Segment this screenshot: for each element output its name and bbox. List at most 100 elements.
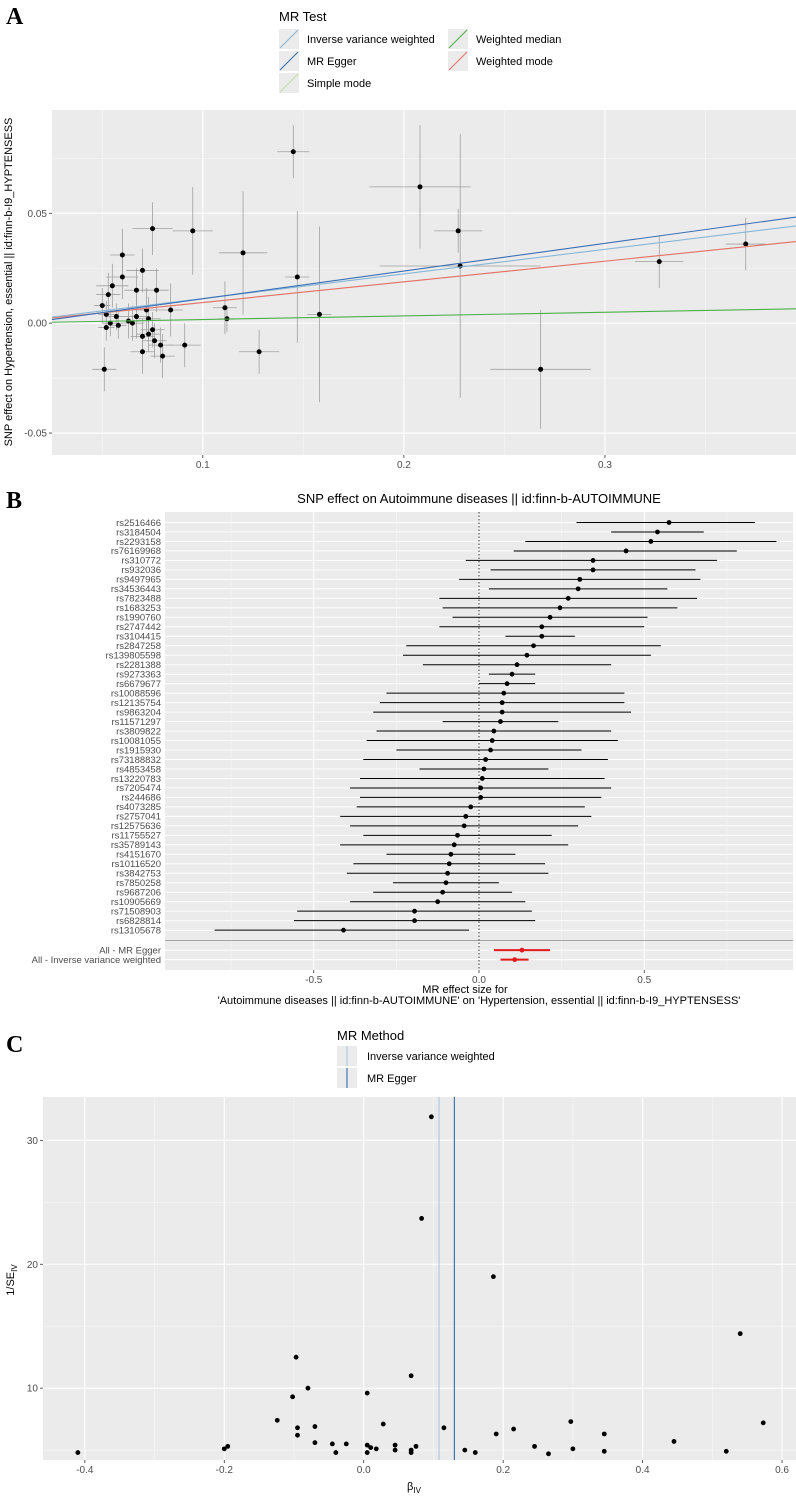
panel-c-data-point: [511, 1426, 517, 1432]
panel-b-snp-label: rs3184504: [116, 527, 161, 538]
panel-c-data-point: [225, 1443, 231, 1449]
panel-b-snp-label: rs9687206: [116, 888, 161, 899]
panel-a-data-point: [139, 333, 145, 339]
panel-c-data-point: [428, 1114, 434, 1120]
panel-b-snp-label: rs4151670: [116, 850, 161, 861]
panel-b-snp-label: rs310772: [121, 556, 161, 567]
panel-c-data-point: [491, 1274, 496, 1280]
panel-c-data-point: [312, 1440, 318, 1446]
panel-c-data-point: [392, 1442, 398, 1448]
panel-a-data-point: [133, 287, 139, 293]
panel-a-data-point: [240, 250, 246, 256]
panel-b-effect-point: [501, 690, 507, 696]
panel-b-effect-point: [412, 918, 417, 924]
panel-a-data-point: [256, 349, 262, 355]
panel-a-data-point: [119, 274, 125, 280]
panel-b-snp-label: rs4853458: [116, 764, 161, 775]
panel-b-label: B: [6, 488, 22, 514]
panel-b-effect-point: [509, 671, 515, 677]
panel-b-snp-label: rs139805598: [106, 651, 161, 662]
panel-b-snp-label: rs12135754: [111, 698, 161, 709]
panel-b-snp-label: rs35789143: [111, 840, 161, 851]
panel-b-snp-label: rs9273363: [116, 669, 161, 680]
panel-b-snp-label: rs3809822: [116, 726, 161, 737]
panel-b-snp-label: rs244686: [121, 793, 161, 804]
panel-a-data-point: [115, 322, 121, 328]
panel-a-legend-key-line: [279, 29, 299, 49]
panel-b-snp-label: rs13105678: [111, 925, 161, 936]
panel-c-x-tick-label: 0.4: [636, 1465, 650, 1476]
panel-b-effect-point: [440, 889, 446, 895]
panel-c-plot-area: [43, 1097, 796, 1460]
panel-b-effect-point: [531, 643, 536, 649]
panel-c-data-point: [305, 1385, 311, 1391]
panel-a-legend-label: Weighted median: [476, 34, 561, 46]
panel-a-legend-title: MR Test: [279, 9, 327, 24]
panel-c-data-point: [568, 1419, 574, 1424]
panel-b-snp-label: rs3104415: [116, 632, 161, 643]
panel-b-snp-label: rs2516466: [116, 518, 161, 529]
panel-b-effect-point: [547, 614, 553, 620]
panel-a-data-point: [154, 287, 160, 293]
panel-b-snp-label: rs13220783: [111, 774, 161, 785]
panel-c-data-point: [493, 1431, 499, 1437]
panel-c-x-tick-label: 0.6: [775, 1465, 789, 1476]
panel-b-snp-label: rs2747442: [116, 622, 161, 633]
panel-a-legend-label: Simple mode: [307, 78, 371, 90]
panel-b-effect-point: [565, 595, 571, 601]
panel-c-data-point: [373, 1446, 379, 1452]
panel-a-regression-line: [51, 241, 796, 319]
panel-a-legend-label: Weighted mode: [476, 56, 553, 68]
panel-b-snp-label: rs932036: [121, 565, 161, 576]
panel-b-marks: [165, 512, 793, 970]
panel-b-effect-point: [539, 624, 545, 630]
panel-a-data-point: [455, 228, 461, 234]
panel-c-y-tick-label: 10: [27, 1384, 39, 1395]
panel-c-data-point: [601, 1431, 607, 1437]
panel-a-x-tick-label: 0.1: [196, 460, 210, 471]
panel-c-data-point: [737, 1331, 743, 1337]
panel-b-effect-point: [478, 795, 484, 800]
panel-b-effect-point: [590, 558, 596, 563]
panel-b-x-axis-title-1: MR effect size for: [422, 984, 508, 996]
panel-a-data-point: [743, 241, 749, 247]
panel-c-legend: Inverse variance weighted MR Egger: [337, 1046, 495, 1088]
panel-b-snp-label: rs2847258: [116, 641, 161, 652]
panel-c-x-tick-label: 0.0: [357, 1465, 371, 1476]
panel-c-data-point: [295, 1432, 300, 1438]
panel-a-data-point: [113, 314, 119, 320]
panel-a-data-point: [99, 303, 105, 309]
panel-c-data-point: [368, 1445, 374, 1451]
panel-c-data-point: [408, 1450, 414, 1455]
panel-a-data-point: [139, 349, 145, 355]
panel-a-legend-key-line: [279, 51, 299, 71]
panel-c-legend-label: Inverse variance weighted: [367, 1051, 495, 1063]
panel-b-snp-label: rs10905669: [111, 897, 161, 908]
panel-b-effect-point: [448, 851, 454, 857]
panel-b-effect-point: [623, 548, 629, 554]
panel-b-effect-point: [648, 539, 654, 544]
panel-b-snp-label: rs7850258: [116, 878, 161, 889]
panel-c-data-point: [343, 1441, 349, 1447]
panel-b-snp-label: rs6679677: [116, 679, 161, 690]
panel-a-data-point: [160, 353, 166, 359]
panel-b-x-tick-label: -0.5: [305, 975, 323, 986]
panel-a-data-point: [316, 311, 322, 317]
panel-b-effect-point: [468, 804, 474, 810]
panel-b-snp-label: rs11755527: [112, 831, 161, 842]
panel-b-effect-point: [463, 813, 469, 819]
panel-a-legend-label: Inverse variance weighted: [307, 34, 435, 46]
panel-b-snp-label: rs9863204: [116, 707, 161, 718]
panel-c-x-tick-label: -0.4: [76, 1465, 94, 1476]
panel-b-effect-point: [666, 520, 672, 525]
panel-c-data-point: [392, 1447, 398, 1453]
panel-a-legend-key-line: [279, 73, 299, 93]
panel-c-data-point: [760, 1420, 766, 1426]
panel-a-y-tick-label: 0.00: [28, 319, 48, 330]
panel-b-snp-label: rs11571297: [112, 717, 161, 728]
panel-c-data-point: [419, 1216, 424, 1221]
panel-a-y-axis-title: SNP effect on Hypertension, essential ||…: [3, 118, 15, 447]
panel-b-snp-label: rs10116520: [112, 859, 161, 870]
panel-b-effect-point: [455, 832, 460, 838]
panel-b-summary-label: All - Inverse variance weighted: [32, 955, 161, 966]
